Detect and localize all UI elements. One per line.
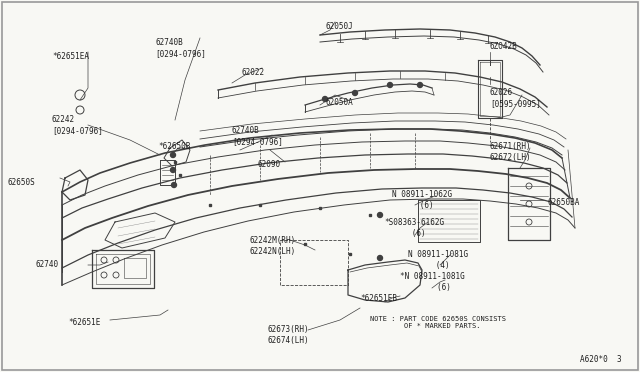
Text: *62650B: *62650B <box>158 142 190 151</box>
Circle shape <box>170 153 175 157</box>
Circle shape <box>417 83 422 87</box>
Circle shape <box>378 212 383 218</box>
Text: *62651EB: *62651EB <box>360 294 397 303</box>
Circle shape <box>353 90 358 96</box>
Circle shape <box>170 167 175 173</box>
Text: N 08911-1062G
      (6): N 08911-1062G (6) <box>392 190 452 210</box>
Text: 62650S: 62650S <box>8 178 36 187</box>
Text: 62673(RH)
62674(LH): 62673(RH) 62674(LH) <box>268 325 310 345</box>
Text: 62740B
[0294-0796]: 62740B [0294-0796] <box>155 38 206 58</box>
Text: NOTE : PART CODE 62650S CONSISTS
        OF * MARKED PARTS.: NOTE : PART CODE 62650S CONSISTS OF * MA… <box>370 316 506 330</box>
Text: 62050A: 62050A <box>325 98 353 107</box>
Circle shape <box>378 256 383 260</box>
Circle shape <box>323 96 328 102</box>
Text: 62242M(RH)
62242N(LH): 62242M(RH) 62242N(LH) <box>250 236 296 256</box>
Text: 62740B
[0294-0796]: 62740B [0294-0796] <box>232 126 283 146</box>
Text: 62050J: 62050J <box>325 22 353 31</box>
Text: 62022: 62022 <box>242 68 265 77</box>
Text: N 08911-1081G
      (4): N 08911-1081G (4) <box>408 250 468 270</box>
Text: A620*0  3: A620*0 3 <box>580 355 621 364</box>
Text: *S08363-6162G
      (6): *S08363-6162G (6) <box>384 218 444 238</box>
Text: 62090: 62090 <box>258 160 281 169</box>
Text: 62650BA: 62650BA <box>548 198 580 207</box>
Text: *62651E: *62651E <box>68 318 100 327</box>
Text: 62242
[0294-0796]: 62242 [0294-0796] <box>52 115 103 135</box>
Text: 62671(RH)
62672(LH): 62671(RH) 62672(LH) <box>490 142 532 162</box>
Text: 6ZO42B: 6ZO42B <box>490 42 518 51</box>
Text: *N 08911-1081G
        (6): *N 08911-1081G (6) <box>400 272 465 292</box>
Text: 62026
[0595-0995]: 62026 [0595-0995] <box>490 88 541 108</box>
Circle shape <box>387 83 392 87</box>
Circle shape <box>172 183 177 187</box>
Text: *62651EA: *62651EA <box>52 52 89 61</box>
Text: 62740: 62740 <box>35 260 58 269</box>
